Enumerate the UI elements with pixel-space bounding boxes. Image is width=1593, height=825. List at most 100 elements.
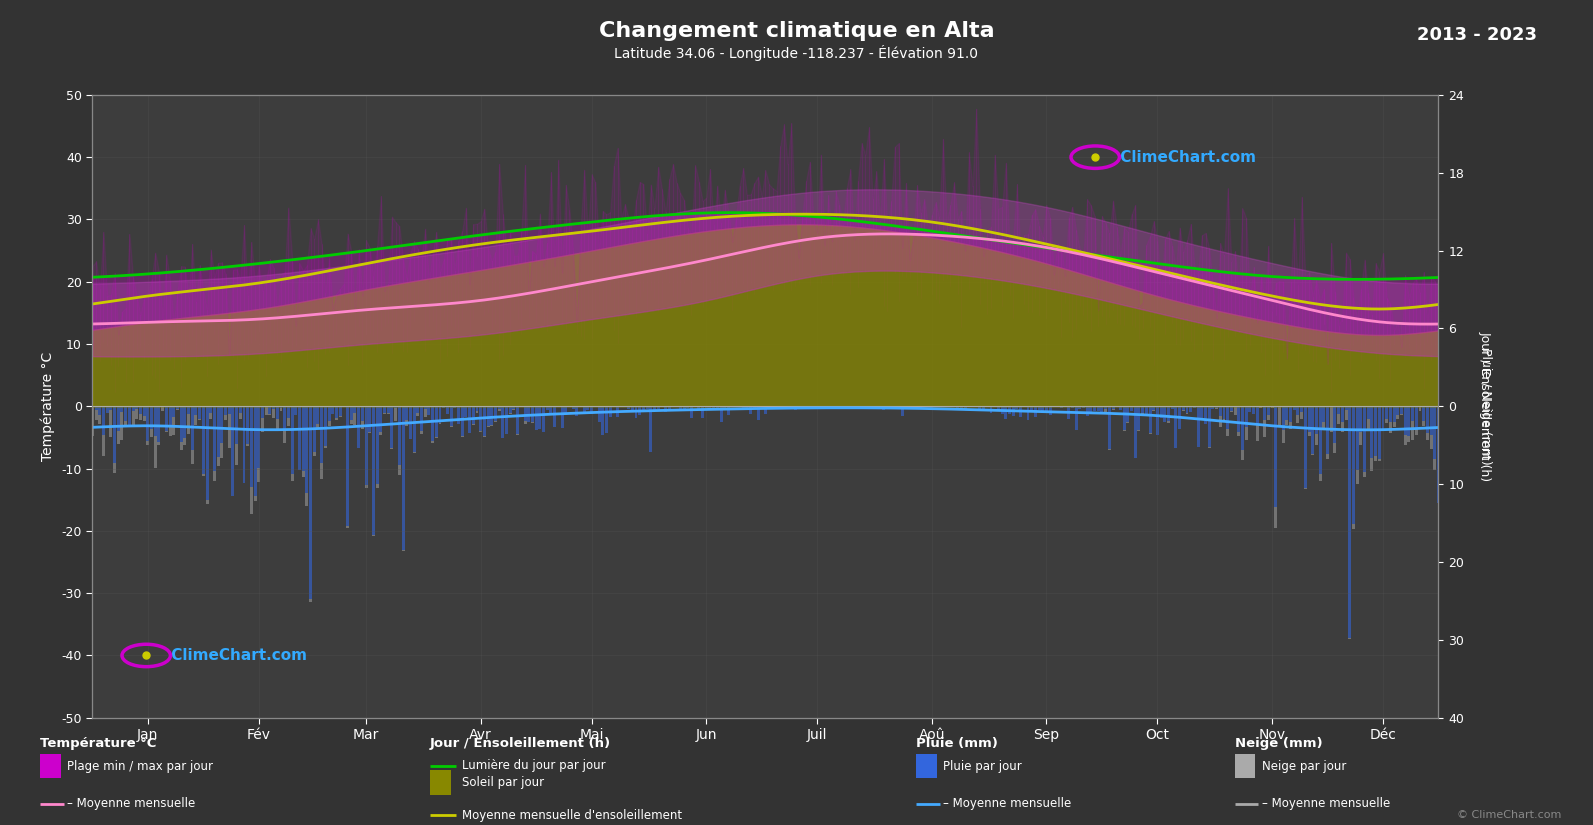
- Bar: [236, 407, 237, 445]
- Bar: [161, 407, 164, 408]
- Bar: [1333, 407, 1337, 443]
- Bar: [306, 493, 309, 506]
- Bar: [1152, 407, 1155, 410]
- Bar: [1352, 407, 1356, 524]
- Bar: [524, 422, 527, 424]
- Bar: [1174, 407, 1177, 448]
- Bar: [113, 463, 116, 474]
- Bar: [819, 407, 822, 408]
- Bar: [1352, 524, 1356, 529]
- Bar: [479, 407, 483, 431]
- Bar: [1004, 407, 1007, 419]
- Bar: [398, 407, 401, 465]
- Text: Lumière du jour par jour: Lumière du jour par jour: [462, 759, 605, 772]
- Bar: [667, 407, 671, 411]
- Bar: [1219, 407, 1222, 416]
- Bar: [664, 407, 667, 412]
- Bar: [454, 407, 456, 408]
- Bar: [1238, 431, 1241, 436]
- Text: Pluie par jour: Pluie par jour: [943, 760, 1021, 772]
- Bar: [373, 535, 374, 536]
- Bar: [983, 407, 984, 409]
- Bar: [1266, 407, 1270, 415]
- Bar: [1134, 407, 1137, 458]
- Bar: [258, 407, 260, 468]
- Text: – Moyenne mensuelle: – Moyenne mensuelle: [1262, 797, 1391, 810]
- Bar: [155, 407, 156, 436]
- Bar: [435, 437, 438, 438]
- Text: – Moyenne mensuelle: – Moyenne mensuelle: [67, 797, 196, 810]
- Bar: [989, 407, 992, 412]
- Bar: [346, 526, 349, 528]
- Bar: [1241, 407, 1244, 450]
- Bar: [1031, 407, 1034, 411]
- Bar: [161, 408, 164, 411]
- Bar: [427, 407, 430, 415]
- Bar: [1222, 419, 1225, 422]
- Bar: [228, 407, 231, 414]
- Bar: [890, 407, 892, 408]
- Text: Latitude 34.06 - Longitude -118.237 - Élévation 91.0: Latitude 34.06 - Longitude -118.237 - Él…: [615, 45, 978, 61]
- Bar: [1196, 407, 1200, 447]
- Bar: [1064, 407, 1066, 408]
- Bar: [616, 407, 620, 417]
- Bar: [342, 407, 346, 408]
- Bar: [1300, 412, 1303, 418]
- Bar: [827, 407, 830, 408]
- Text: Neige (mm): Neige (mm): [1235, 738, 1322, 751]
- Bar: [642, 407, 645, 411]
- Bar: [1123, 407, 1126, 430]
- Bar: [709, 407, 712, 410]
- Bar: [723, 407, 726, 408]
- Bar: [715, 407, 718, 408]
- Bar: [583, 407, 586, 413]
- Bar: [1319, 407, 1322, 474]
- Bar: [1389, 407, 1392, 422]
- Bar: [301, 471, 304, 477]
- Bar: [1311, 407, 1314, 454]
- Bar: [900, 407, 903, 417]
- Bar: [1157, 407, 1160, 435]
- Bar: [1308, 407, 1311, 432]
- Bar: [1012, 407, 1015, 417]
- Bar: [1378, 407, 1381, 460]
- Bar: [357, 407, 360, 448]
- Bar: [863, 407, 867, 408]
- Bar: [350, 407, 352, 420]
- Bar: [1386, 407, 1388, 418]
- Bar: [139, 414, 142, 420]
- Bar: [1434, 407, 1437, 459]
- Bar: [1211, 407, 1214, 409]
- Bar: [124, 421, 127, 427]
- Bar: [793, 407, 796, 410]
- Bar: [143, 407, 145, 416]
- Bar: [1297, 407, 1300, 415]
- Bar: [180, 442, 183, 450]
- Bar: [1207, 407, 1211, 447]
- Bar: [1348, 407, 1351, 638]
- Bar: [449, 407, 452, 427]
- Bar: [405, 407, 408, 420]
- Bar: [346, 407, 349, 526]
- Bar: [202, 407, 205, 474]
- Bar: [317, 424, 320, 428]
- Bar: [1408, 436, 1410, 442]
- Bar: [220, 443, 223, 458]
- Bar: [432, 407, 435, 441]
- Bar: [679, 407, 682, 411]
- Bar: [335, 418, 338, 420]
- Bar: [135, 408, 139, 419]
- Bar: [198, 407, 201, 418]
- Bar: [432, 441, 435, 443]
- Bar: [317, 407, 320, 424]
- Bar: [205, 407, 209, 500]
- Bar: [1286, 421, 1289, 425]
- Bar: [796, 407, 800, 408]
- Bar: [301, 407, 304, 471]
- Bar: [704, 407, 707, 408]
- Bar: [269, 407, 271, 414]
- Bar: [753, 407, 755, 409]
- Bar: [768, 407, 771, 408]
- Bar: [978, 407, 981, 408]
- Bar: [413, 407, 416, 452]
